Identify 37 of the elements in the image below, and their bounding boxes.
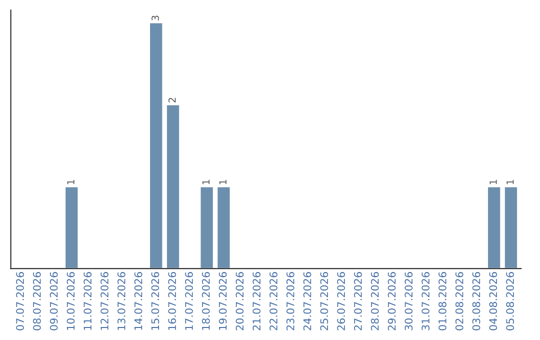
x-tick-label: 30.07.2026 [404,272,413,330]
x-tick-label: 09.07.2026 [50,272,58,330]
x-tick-label: 03.08.2026 [472,272,480,330]
x-tick-label: 23.07.2026 [286,272,294,330]
x-tick-label: 21.07.2026 [252,272,261,330]
x-tick-label: 22.07.2026 [270,272,278,330]
x-tick-label: 05.08.2026 [506,272,514,330]
x-tick-label: 27.07.2026 [354,272,362,330]
x-tick-label: 26.07.2026 [337,272,346,330]
x-tick-label: 10.07.2026 [66,272,75,330]
data-label: 3 [152,16,159,20]
data-label: 1 [506,180,514,184]
x-tick-label: 02.08.2026 [455,272,464,330]
x-tick-label: 24.07.2026 [303,272,312,330]
x-tick-label: 13.07.2026 [117,272,126,330]
data-label: 2 [168,98,176,102]
x-tick-label: 31.07.2026 [422,272,430,330]
x-tick-label: 16.07.2026 [168,272,176,330]
x-tick-label: 25.07.2026 [320,272,328,330]
x-tick-label: 14.07.2026 [134,272,142,330]
x-tick-label: 17.07.2026 [185,272,193,330]
x-tick-label: 01.08.2026 [438,272,446,330]
x-tick-label: 04.08.2026 [489,272,498,330]
x-tick-label: 08.07.2026 [32,272,41,330]
data-label: 1 [219,180,226,184]
x-tick-label: 12.07.2026 [100,272,108,330]
x-tick-label: 18.07.2026 [202,272,210,330]
x-tick-label: 28.07.2026 [370,272,379,330]
x-tick-label: 29.07.2026 [388,272,396,330]
x-tick-label: 07.07.2026 [16,272,24,330]
data-label: 1 [202,180,210,184]
data-label: 1 [67,180,74,184]
x-tick-label: 11.07.2026 [84,272,92,330]
x-tick-label: 19.07.2026 [218,272,227,330]
x-tick-label: 15.07.2026 [151,272,160,330]
x-tick-label: 20.07.2026 [236,272,244,330]
data-label: 1 [490,180,497,184]
